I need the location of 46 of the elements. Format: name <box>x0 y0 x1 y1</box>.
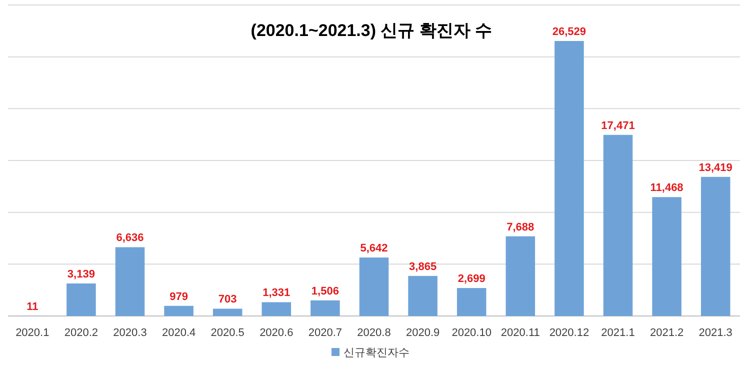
x-tick-label: 2020.6 <box>260 327 294 339</box>
data-label: 7,688 <box>506 221 534 234</box>
data-label: 1,331 <box>262 287 290 300</box>
bar <box>700 176 730 316</box>
data-label: 979 <box>170 290 188 303</box>
text: (2020.1~2021.3) 신규 확진자 수 <box>250 21 492 40</box>
x-tick-label: 2021.2 <box>650 327 684 339</box>
bar <box>408 276 438 316</box>
bar <box>310 300 340 316</box>
data-label: 13,419 <box>698 162 732 174</box>
bar <box>262 302 292 316</box>
x-tick-label: 2020.11 <box>500 327 540 339</box>
bar <box>164 306 194 316</box>
bar <box>359 258 389 316</box>
bar <box>652 197 682 316</box>
data-label: 6,636 <box>116 232 144 244</box>
x-tick-label: 2020.12 <box>549 327 590 339</box>
x-tick-label: 2021.1 <box>601 327 635 339</box>
data-label: 3,865 <box>409 260 437 273</box>
data-label: 703 <box>218 294 237 306</box>
bar <box>212 308 242 316</box>
bar <box>115 247 145 316</box>
data-label: 11,468 <box>650 182 684 194</box>
bar <box>506 236 536 316</box>
data-label: 1,506 <box>311 285 339 298</box>
x-tick-label: 2020.2 <box>64 327 98 339</box>
x-tick-label: 2020.5 <box>210 327 244 339</box>
data-label: 17,471 <box>601 120 635 132</box>
data-label: 5,642 <box>360 242 388 255</box>
x-tick-label: 2020.3 <box>113 327 147 339</box>
data-label: 26,529 <box>552 26 586 38</box>
x-tick-label: 2020.1 <box>16 327 50 339</box>
x-tick-label: 2020.7 <box>308 327 342 339</box>
x-tick-label: 2020.8 <box>357 327 391 339</box>
data-label: 3,139 <box>67 268 95 280</box>
x-tick-label: 2020.10 <box>452 327 492 339</box>
bar <box>554 40 584 316</box>
bar <box>66 283 96 316</box>
legend-label: 신규확진자수 <box>344 347 410 359</box>
x-tick-label: 2020.4 <box>162 327 196 339</box>
data-label: 11 <box>26 300 38 313</box>
x-tick-label: 2020.9 <box>406 327 440 339</box>
x-tick-label: 2021.3 <box>698 327 732 339</box>
data-label: 2,699 <box>458 273 486 286</box>
bar <box>456 288 486 316</box>
bar <box>603 134 633 316</box>
